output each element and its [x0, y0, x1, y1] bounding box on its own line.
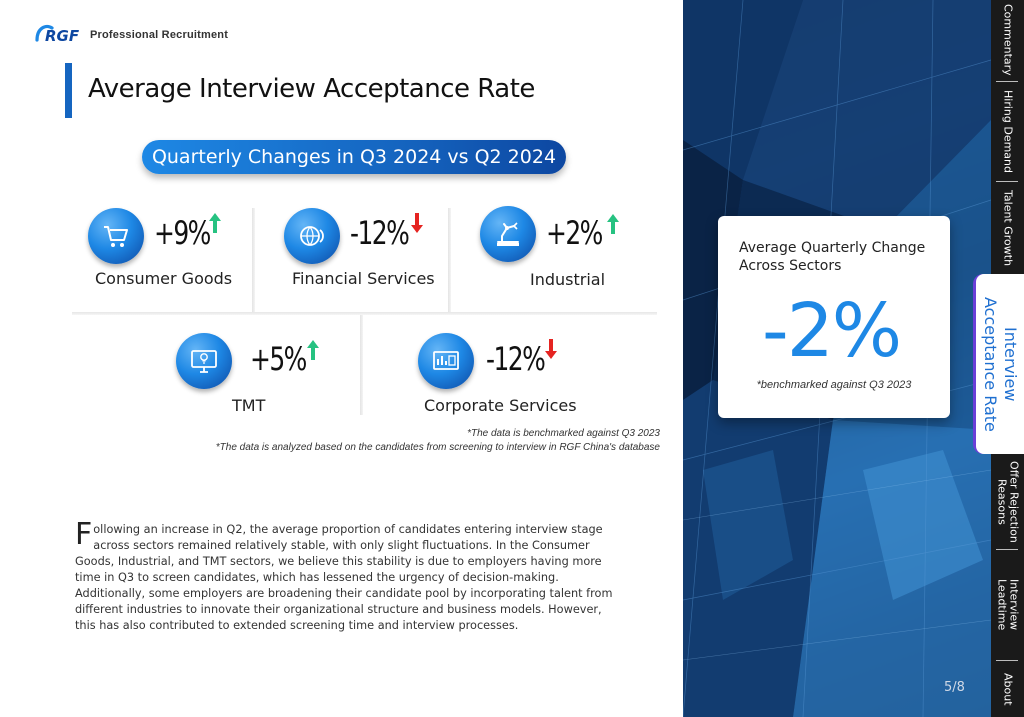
footnote: *The data is analyzed based on the candi…: [215, 442, 660, 453]
page-number: 5/8: [944, 680, 965, 695]
nav-item-hiring-demand[interactable]: Hiring Demand: [991, 84, 1024, 180]
grid-divider: [252, 208, 255, 312]
rgf-logo-icon: RGF: [35, 24, 80, 45]
summary-card-note: *benchmarked against Q3 2023: [756, 379, 912, 391]
monitor-bulb-icon: [176, 333, 232, 389]
grid-divider: [360, 315, 363, 415]
nav-item-label: Offer Rejection Reasons: [995, 461, 1021, 543]
nav-item-label: Commentary: [1001, 4, 1015, 76]
nav-active-label: Interview Acceptance Rate: [981, 296, 1020, 432]
arrow-down-icon: [411, 213, 423, 233]
arrow-up-icon: [209, 213, 221, 233]
nav-item-offer-rejection-reasons[interactable]: Offer Rejection Reasons: [991, 456, 1024, 548]
sector-value: -12%: [350, 214, 410, 252]
subtitle-pill: Quarterly Changes in Q3 2024 vs Q2 2024: [142, 140, 566, 174]
nav-separator: [996, 660, 1018, 661]
sector-value: +5%: [250, 340, 307, 378]
grid-divider: [448, 208, 451, 312]
footnote: *The data is benchmarked against Q3 2023: [467, 428, 660, 439]
sector-name: Financial Services: [292, 269, 435, 288]
nav-item-interview-acceptance-rate[interactable]: Interview Acceptance Rate: [973, 274, 1024, 454]
logo-wordmark: RGF: [45, 27, 80, 45]
arrow-up-icon: [307, 340, 319, 360]
sector-value: +2%: [546, 214, 603, 252]
nav-item-commentary[interactable]: Commentary: [991, 0, 1024, 80]
arrow-up-icon: [607, 214, 619, 234]
nav-separator: [996, 549, 1018, 550]
summary-card-title: Average Quarterly Change Across Sectors: [739, 240, 926, 274]
nav-item-label: Interview Leadtime: [995, 579, 1021, 631]
nav-item-talent-growth[interactable]: Talent Growth: [991, 184, 1024, 272]
sector-name: Industrial: [530, 270, 606, 289]
sector-value: -12%: [486, 340, 546, 378]
nav-item-label: Hiring Demand: [1001, 90, 1015, 174]
summary-card: Average Quarterly Change Across Sectors …: [718, 216, 950, 418]
dashboard-icon: [418, 333, 474, 389]
title-accent-bar: [65, 63, 72, 118]
arrow-down-icon: [545, 339, 557, 359]
sector-name: Corporate Services: [424, 396, 577, 415]
sector-name: Consumer Goods: [95, 269, 233, 288]
brand-tagline: Professional Recruitment: [90, 29, 229, 41]
nav-item-label: About: [1001, 673, 1015, 706]
nav-item-about[interactable]: About: [991, 662, 1024, 717]
nav-separator: [996, 181, 1018, 182]
grid-divider: [72, 312, 657, 315]
nav-item-label: Talent Growth: [1001, 189, 1015, 267]
glass-architecture-image: [683, 0, 991, 717]
brand-logo: RGF Professional Recruitment: [34, 20, 228, 46]
commentary-text: ollowing an increase in Q2, the average …: [75, 523, 613, 632]
page-title: Average Interview Acceptance Rate: [88, 74, 535, 104]
sector-value: +9%: [154, 214, 211, 252]
nav-item-interview-leadtime[interactable]: Interview Leadtime: [991, 552, 1024, 658]
nav-separator: [996, 81, 1018, 82]
dropcap: F: [75, 517, 93, 552]
robot-arm-icon: [480, 206, 536, 262]
sector-name: TMT: [232, 396, 266, 415]
globe-coin-icon: [284, 208, 340, 264]
summary-card-value: -2%: [762, 288, 902, 374]
shopping-cart-icon: [88, 208, 144, 264]
